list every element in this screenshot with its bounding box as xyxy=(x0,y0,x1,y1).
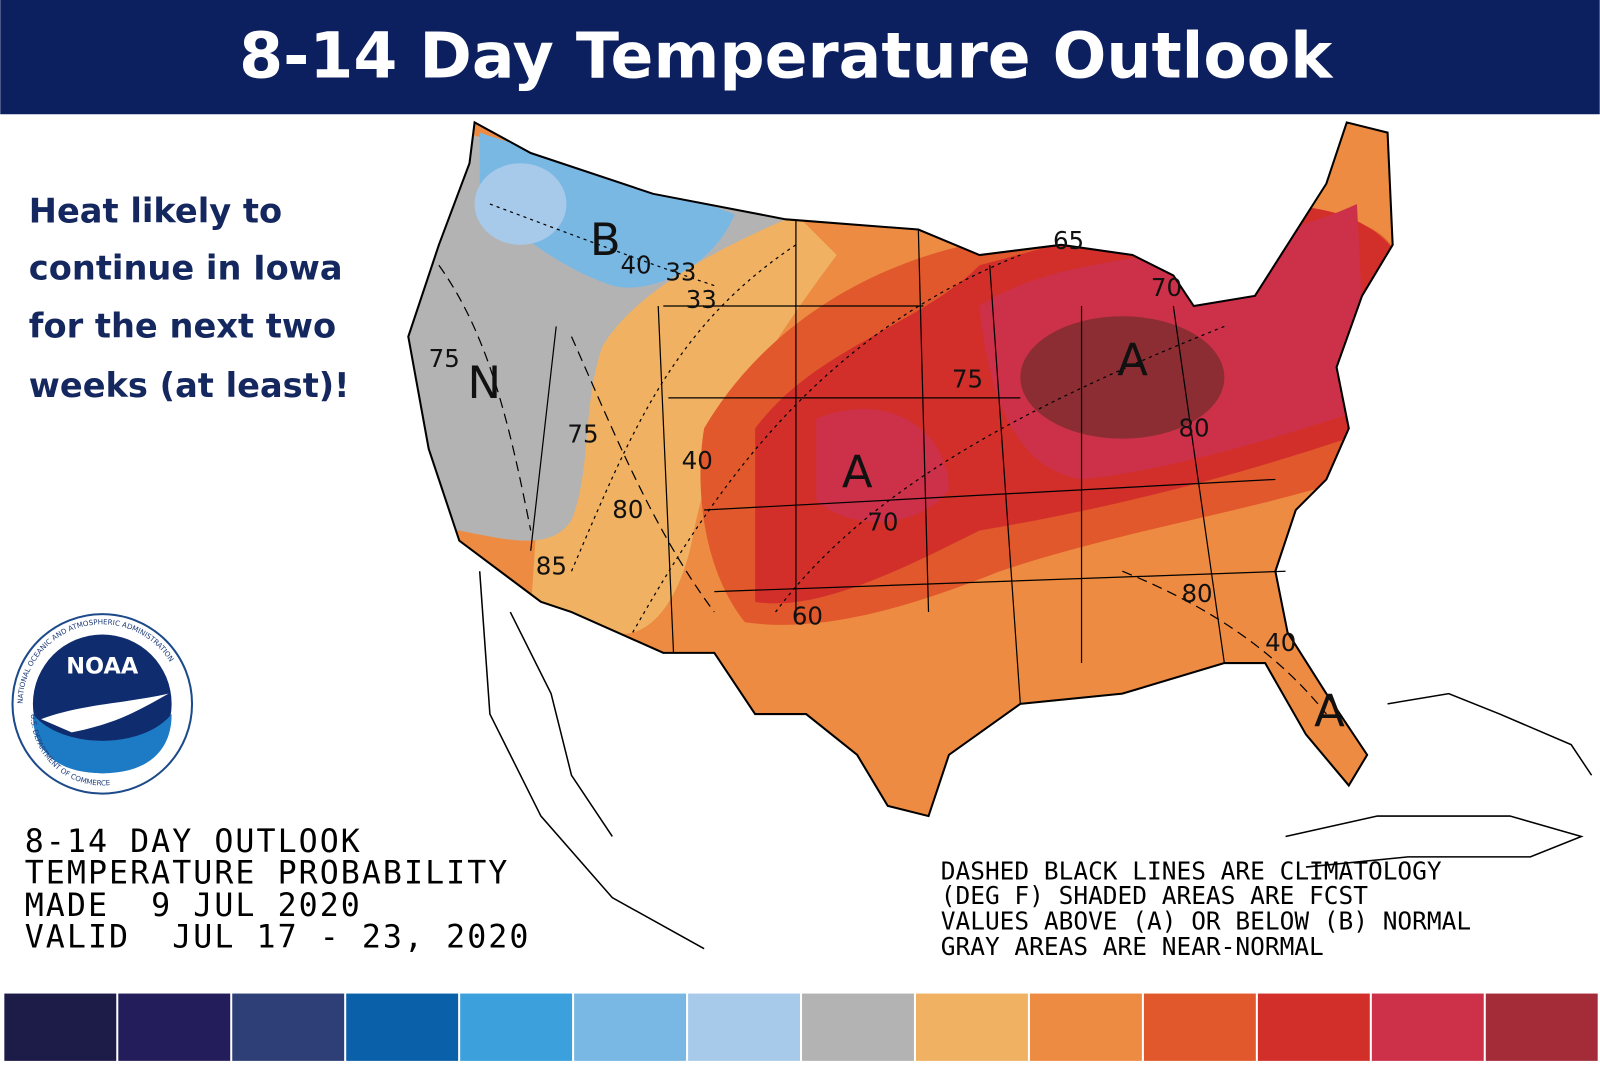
notes: DASHED BLACK LINES ARE CLIMATOLOGY (DEG … xyxy=(941,856,1471,960)
map-label: 80 xyxy=(612,495,643,524)
map-label: 40 xyxy=(620,250,651,279)
info-line: 8-14 DAY OUTLOOK xyxy=(25,824,362,860)
map-label: A xyxy=(1117,333,1148,386)
map-labels: B 40 33 33 75 N 75 40 80 85 A 70 60 75 A… xyxy=(429,213,1345,737)
header-title: 8-14 Day Temperature Outlook xyxy=(239,19,1334,93)
info-line: VALID JUL 17 - 23, 2020 xyxy=(25,920,531,956)
product-info: 8-14 DAY OUTLOOK TEMPERATURE PROBABILITY… xyxy=(25,824,531,956)
legend-swatch xyxy=(1257,993,1370,1061)
info-line: TEMPERATURE PROBABILITY xyxy=(25,855,510,891)
map-label: 33 xyxy=(686,285,717,314)
map-label: A xyxy=(842,446,873,499)
legend-swatch xyxy=(915,993,1028,1061)
shade-dark-red xyxy=(1020,316,1225,439)
probability-contours xyxy=(489,203,1225,633)
map-label: N xyxy=(467,356,501,409)
map-label: 33 xyxy=(665,258,696,287)
info-line: MADE 9 JUL 2020 xyxy=(25,888,362,924)
legend-swatch xyxy=(460,993,573,1061)
logo-bird xyxy=(41,693,169,733)
logo-name: NOAA xyxy=(66,653,139,679)
caption: Heat likely to continue in Iowa for the … xyxy=(29,191,350,404)
legend-swatch xyxy=(1371,993,1484,1061)
legend-swatch xyxy=(688,993,800,1061)
map-label: 70 xyxy=(1151,273,1182,302)
legend-swatch xyxy=(346,993,459,1061)
caption-line: Heat likely to xyxy=(29,191,282,230)
legend-swatch xyxy=(574,993,687,1061)
noaa-logo: NOAA NATIONAL OCEANIC AND ATMOSPHERIC AD… xyxy=(11,613,194,795)
map-label: B xyxy=(590,213,621,266)
map-label: 85 xyxy=(536,551,567,580)
us-outline xyxy=(407,120,1394,818)
map-label: 75 xyxy=(567,420,598,449)
map-label: 80 xyxy=(1178,414,1209,443)
climatology-lines xyxy=(438,264,1327,715)
note-line: VALUES ABOVE (A) OR BELOW (B) NORMAL xyxy=(941,906,1471,935)
map-label: 60 xyxy=(792,601,823,630)
map-label: 40 xyxy=(1265,628,1296,657)
surrounding-coastlines xyxy=(478,571,1593,950)
logo-water xyxy=(32,714,172,774)
forecast-map xyxy=(408,122,1393,817)
legend-swatch xyxy=(232,993,345,1061)
caption-line: continue in Iowa xyxy=(29,249,343,288)
legend-swatch xyxy=(118,993,231,1061)
legend-swatch xyxy=(802,993,914,1061)
map-label: 80 xyxy=(1182,579,1213,608)
map-label: 75 xyxy=(429,344,460,373)
map-label: 70 xyxy=(867,507,898,536)
map-label: 40 xyxy=(682,446,713,475)
map-label: 65 xyxy=(1053,226,1084,255)
color-legend xyxy=(4,993,1598,1061)
shade-light-blue xyxy=(474,163,567,245)
map-label: 75 xyxy=(952,365,983,394)
note-line: DASHED BLACK LINES ARE CLIMATOLOGY xyxy=(941,856,1442,885)
legend-swatch xyxy=(4,993,117,1061)
note-line: GRAY AREAS ARE NEAR-NORMAL xyxy=(941,932,1324,961)
map-label: A xyxy=(1314,684,1345,737)
note-line: (DEG F) SHADED AREAS ARE FCST xyxy=(941,881,1368,910)
caption-line: weeks (at least)! xyxy=(29,366,350,405)
caption-line: for the next two xyxy=(29,307,336,346)
state-lines xyxy=(530,219,1286,704)
legend-swatch xyxy=(1143,993,1256,1061)
legend-swatch xyxy=(1485,993,1598,1061)
header-bar xyxy=(0,0,1600,115)
legend-swatch xyxy=(1029,993,1142,1061)
